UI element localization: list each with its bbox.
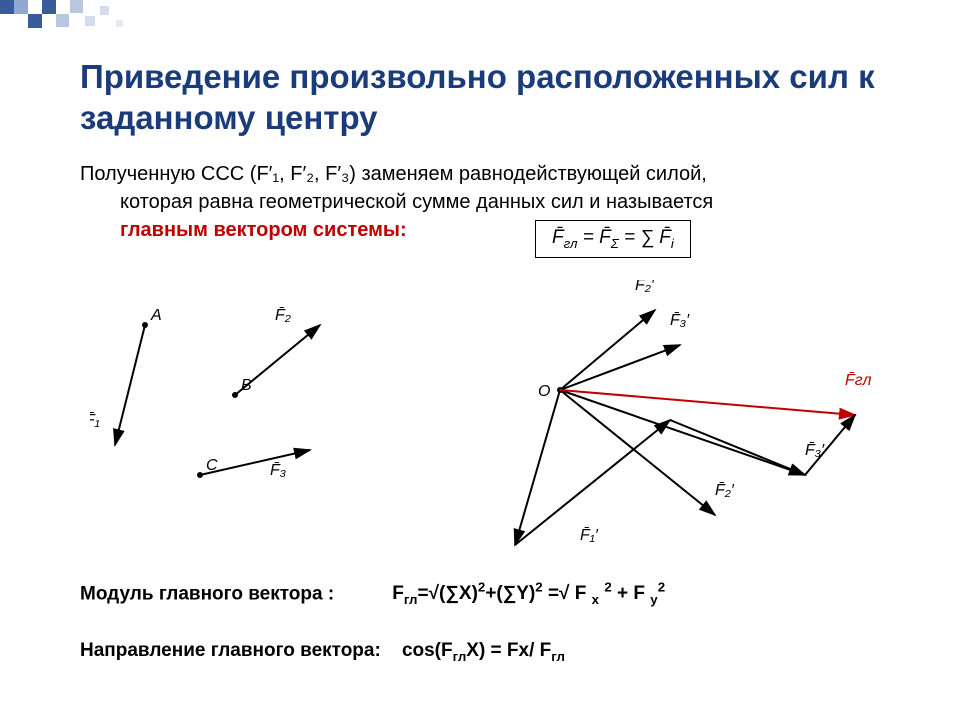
svg-text:O: O: [538, 383, 550, 400]
svg-text:F̄₂′: F̄₂′: [635, 280, 655, 294]
svg-text:F̄₃′: F̄₃′: [670, 312, 690, 329]
corner-decoration: [0, 0, 140, 38]
svg-text:F̄гл: F̄гл: [845, 372, 872, 389]
svg-text:A: A: [150, 307, 162, 324]
module-label: Модуль главного вектора :: [80, 583, 334, 604]
svg-text:F̄₃′: F̄₃′: [805, 442, 825, 459]
module-expr: Fгл=√(∑X)2+(∑Y)2 =√ F x 2 + F y2: [392, 583, 665, 604]
direction-label: Направление главного вектора:: [80, 640, 381, 661]
module-formula: Модуль главного вектора : Fгл=√(∑X)2+(∑Y…: [80, 580, 900, 607]
svg-text:F̄₁: F̄₁: [90, 412, 100, 429]
direction-expr: cos(FглX) = Fx/ Fгл: [402, 640, 565, 661]
intro-text: Полученную ССС (F′₁, F′₂, F′₃) заменяем …: [80, 160, 900, 244]
svg-text:F̄₁′: F̄₁′: [580, 527, 599, 544]
svg-text:F̄₂: F̄₂: [275, 307, 291, 324]
main-formula: F̄гл = F̄Σ = ∑ F̄i: [535, 220, 691, 258]
intro-line3: главным вектором системы:: [120, 216, 900, 244]
page-title: Приведение произвольно расположенных сил…: [80, 56, 910, 139]
diagram-svg: ABCF̄₁F̄₂F̄₃OF̄₁′F̄₂′F̄₃′F̄₃′F̄₂′F̄гл: [90, 280, 890, 550]
svg-text:F̄₂′: F̄₂′: [715, 482, 735, 499]
direction-formula: Направление главного вектора: cos(FглX) …: [80, 640, 900, 664]
svg-text:F̄₃: F̄₃: [270, 462, 286, 479]
intro-line2: которая равна геометрической сумме данны…: [120, 188, 900, 216]
intro-line1: Полученную ССС (F′₁, F′₂, F′₃) заменяем …: [80, 160, 900, 188]
vector-diagram: ABCF̄₁F̄₂F̄₃OF̄₁′F̄₂′F̄₃′F̄₃′F̄₂′F̄гл: [90, 280, 890, 550]
